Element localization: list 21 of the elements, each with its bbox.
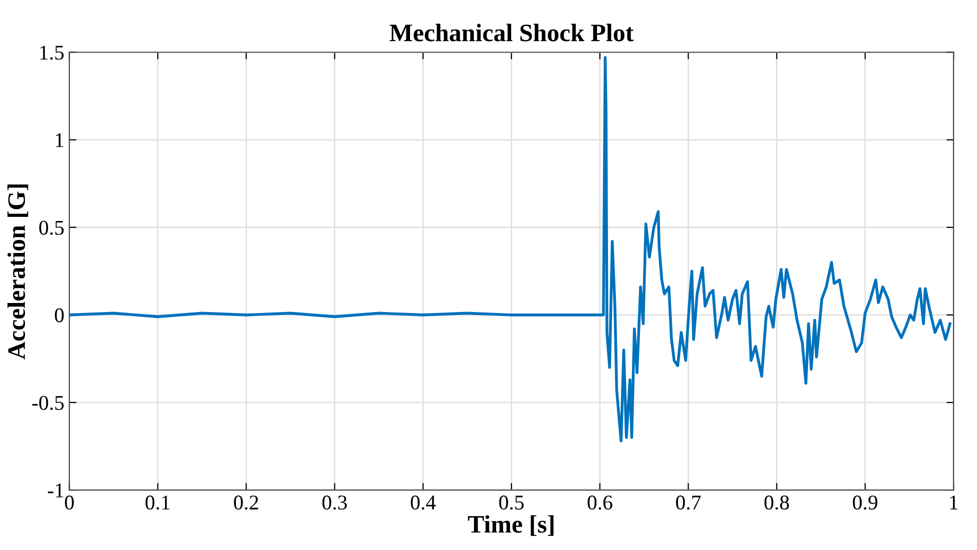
x-tick-label: 0 <box>64 496 74 510</box>
x-tick-label: 0.4 <box>410 496 436 510</box>
x-tick-label: 0.9 <box>852 496 878 510</box>
line-series <box>69 56 952 442</box>
x-tick-label: 0.5 <box>499 496 524 510</box>
y-tick-label: 1 <box>56 133 64 148</box>
y-tick-label: -1 <box>48 484 64 498</box>
y-tick-label: 0.5 <box>39 220 64 235</box>
x-tick-label: 1 <box>950 496 958 510</box>
chart-title: Mechanical Shock Plot <box>390 24 634 42</box>
x-tick-label: 0.7 <box>676 496 701 510</box>
x-tick-label: 0.1 <box>146 496 170 510</box>
y-tick-label: -0.5 <box>32 396 64 410</box>
y-tick-label: 0 <box>54 308 64 322</box>
x-tick-label: 0.6 <box>588 496 612 510</box>
y-tick-label: 1.5 <box>40 46 64 60</box>
x-axis-title: Time [s] <box>468 515 554 536</box>
x-tick-label: 0.3 <box>322 496 347 510</box>
x-tick-label: 0.2 <box>234 496 258 510</box>
y-axis-title: Acceleration [G] <box>7 184 28 360</box>
x-tick-label: 0.8 <box>764 496 789 510</box>
